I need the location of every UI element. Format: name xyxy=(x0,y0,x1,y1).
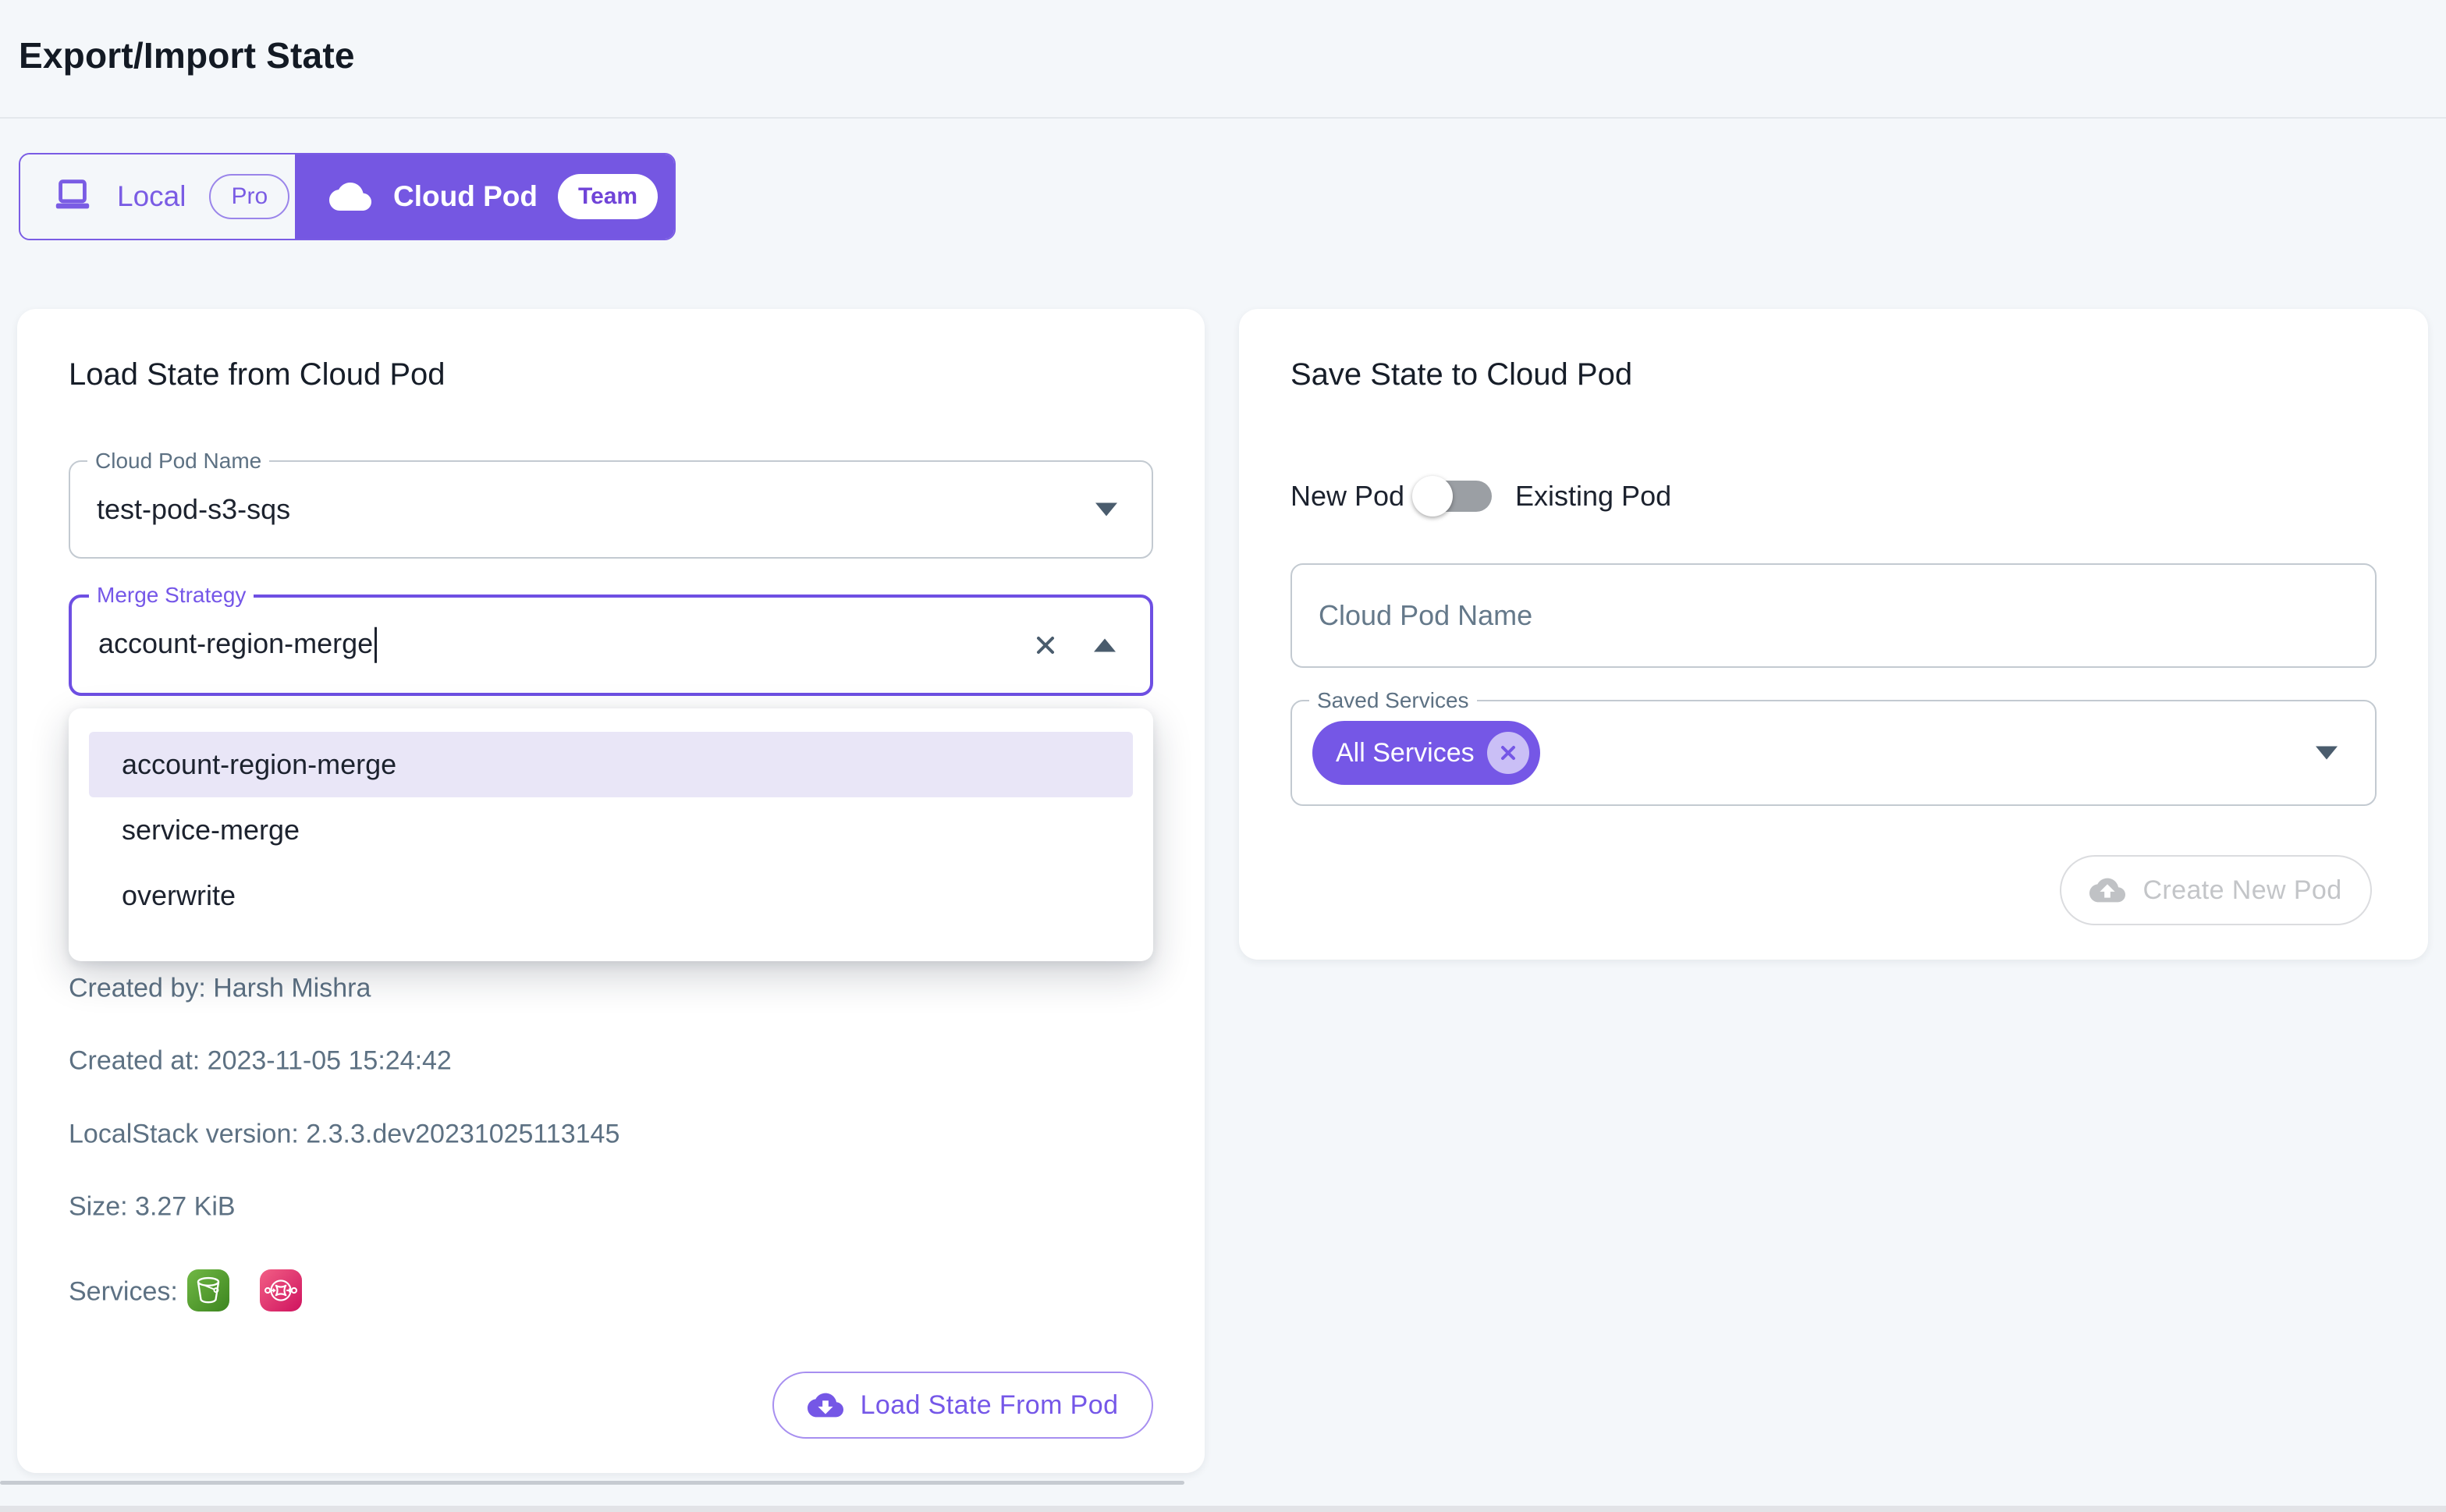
chevron-down-icon[interactable] xyxy=(1095,502,1117,516)
text-caret xyxy=(375,627,378,664)
cloud-icon xyxy=(329,176,371,218)
header-divider xyxy=(0,117,2446,119)
meta-size: Size: 3.27 KiB xyxy=(69,1191,236,1222)
mode-toggle-group: Local Pro Cloud Pod Team xyxy=(19,153,676,240)
all-services-chip-label: All Services xyxy=(1336,737,1475,768)
save-pod-name-field xyxy=(1290,563,2377,668)
merge-strategy-value: account-region-merge xyxy=(98,627,378,664)
switch-thumb xyxy=(1412,476,1453,516)
load-state-button-label: Load State From Pod xyxy=(860,1390,1119,1420)
cloud-download-icon xyxy=(807,1387,843,1423)
option-account-region-merge[interactable]: account-region-merge xyxy=(89,732,1133,797)
page-title: Export/Import State xyxy=(19,35,355,76)
load-state-button[interactable]: Load State From Pod xyxy=(772,1372,1153,1439)
tab-cloud-pod[interactable]: Cloud Pod Team xyxy=(295,154,674,239)
pod-name-select-label: Cloud Pod Name xyxy=(87,449,270,474)
option-overwrite[interactable]: overwrite xyxy=(122,879,236,911)
pro-badge: Pro xyxy=(209,174,290,219)
s3-service-icon xyxy=(187,1269,229,1311)
pod-name-select[interactable]: Cloud Pod Name test-pod-s3-sqs xyxy=(69,449,1153,559)
option-service-merge[interactable]: service-merge xyxy=(122,814,300,846)
horizontal-scrollbar-track xyxy=(0,1506,2446,1512)
save-card-title: Save State to Cloud Pod xyxy=(1290,357,1633,392)
merge-strategy-listbox: account-region-merge service-merge overw… xyxy=(69,708,1153,961)
chevron-up-icon[interactable] xyxy=(1094,638,1116,652)
clear-icon[interactable] xyxy=(1031,631,1060,659)
sqs-service-icon xyxy=(260,1269,302,1311)
save-pod-name-input[interactable] xyxy=(1292,565,2375,666)
cloud-upload-icon xyxy=(2089,872,2126,908)
horizontal-scrollbar-thumb[interactable] xyxy=(0,1481,1184,1485)
chip-close-icon[interactable] xyxy=(1486,732,1529,774)
create-new-pod-button[interactable]: Create New Pod xyxy=(2060,855,2372,925)
meta-services-label: Services: xyxy=(69,1276,178,1307)
saved-services-label: Saved Services xyxy=(1309,688,1477,713)
merge-strategy-label: Merge Strategy xyxy=(89,583,254,608)
load-card-title: Load State from Cloud Pod xyxy=(69,357,446,392)
tab-cloud-pod-label: Cloud Pod xyxy=(393,180,538,212)
meta-localstack-version: LocalStack version: 2.3.3.dev20231025113… xyxy=(69,1119,620,1149)
meta-created-by: Created by: Harsh Mishra xyxy=(69,973,371,1003)
pod-mode-switch[interactable] xyxy=(1412,476,1493,516)
laptop-icon xyxy=(51,176,94,218)
new-pod-label: New Pod xyxy=(1290,480,1405,512)
chevron-down-icon[interactable] xyxy=(2316,746,2338,760)
tab-local-label: Local xyxy=(117,180,186,212)
create-new-pod-button-label: Create New Pod xyxy=(2142,875,2342,905)
tab-local[interactable]: Local Pro xyxy=(20,154,295,239)
existing-pod-label: Existing Pod xyxy=(1515,480,1672,512)
team-badge: Team xyxy=(557,174,659,219)
pod-name-select-value: test-pod-s3-sqs xyxy=(97,493,291,525)
saved-services-select[interactable]: Saved Services All Services xyxy=(1290,688,2377,806)
meta-created-at: Created at: 2023-11-05 15:24:42 xyxy=(69,1045,452,1076)
merge-strategy-input[interactable]: Merge Strategy account-region-merge xyxy=(69,583,1153,696)
all-services-chip[interactable]: All Services xyxy=(1312,721,1540,785)
